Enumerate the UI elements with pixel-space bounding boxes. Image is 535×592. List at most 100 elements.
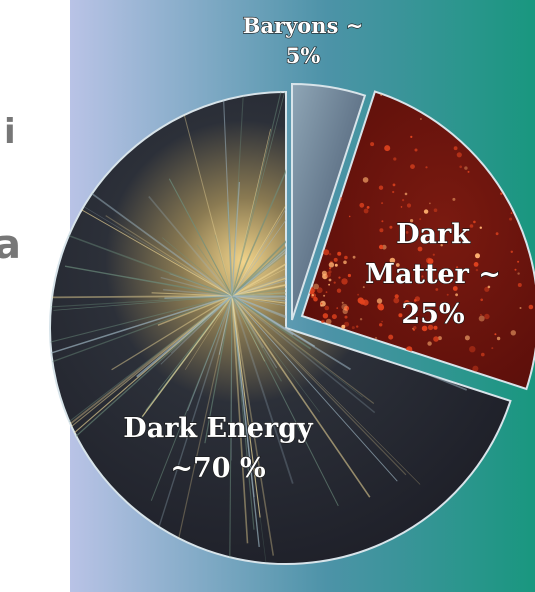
energy-ray: [185, 295, 233, 370]
matter-speckle: [389, 225, 393, 229]
matter-speckle: [395, 263, 400, 267]
energy-ray: [50, 166, 233, 297]
matter-speckle: [425, 166, 428, 169]
matter-speckle: [333, 257, 338, 262]
matter-speckle: [359, 318, 363, 321]
energy-ray: [90, 192, 233, 297]
matter-speckle: [348, 215, 351, 218]
energy-ray: [231, 295, 260, 547]
matter-speckle: [347, 273, 351, 278]
matter-speckle: [316, 287, 323, 294]
matter-speckle: [419, 118, 422, 120]
matter-speckle: [341, 301, 344, 304]
matter-speckle: [323, 294, 326, 297]
matter-speckle: [371, 264, 377, 270]
matter-speckle: [325, 291, 328, 293]
matter-speckle: [328, 283, 330, 286]
matter-speckle: [370, 142, 375, 147]
matter-speckle: [313, 283, 319, 290]
energy-ray: [50, 295, 233, 373]
energy-ray: [231, 295, 278, 369]
energy-ray: [231, 295, 398, 482]
energy-ray: [152, 92, 233, 297]
matter-speckle: [362, 177, 369, 183]
matter-speckle: [417, 246, 423, 252]
matter-speckle: [388, 334, 394, 340]
energy-ray: [231, 295, 375, 404]
matter-speckle: [344, 321, 350, 327]
matter-speckle: [452, 197, 456, 201]
matter-speckle: [376, 298, 383, 304]
slice-dark-matter: [300, 90, 535, 391]
matter-speckle: [357, 297, 364, 304]
energy-ray: [231, 92, 307, 297]
energy-ray: [53, 295, 233, 311]
energy-ray: [111, 295, 233, 371]
matter-speckle: [379, 323, 383, 327]
matter-speckle: [328, 278, 332, 282]
matter-speckle: [325, 318, 332, 325]
matter-speckle: [433, 208, 438, 212]
matter-speckle: [375, 337, 377, 339]
energy-ray: [231, 128, 271, 297]
energy-ray: [150, 295, 233, 501]
label-dark-energy-line: ~70 %: [170, 453, 265, 484]
matter-speckle: [517, 272, 520, 275]
matter-speckle: [321, 270, 327, 276]
energy-ray: [50, 295, 233, 367]
matter-speckle: [494, 333, 497, 336]
matter-speckle: [433, 325, 438, 330]
energy-ray: [204, 295, 233, 444]
matter-speckle: [336, 288, 342, 293]
matter-speckle: [398, 313, 403, 318]
matter-speckle: [341, 303, 348, 310]
energy-ray: [231, 92, 294, 297]
matter-speckle: [378, 185, 384, 190]
matter-speckle: [440, 244, 443, 247]
matter-speckle: [433, 336, 439, 342]
matter-speckle: [331, 314, 337, 320]
matter-speckle: [428, 228, 432, 232]
matter-speckle: [475, 268, 479, 272]
matter-speckle: [469, 346, 476, 353]
matter-speckle: [456, 266, 459, 269]
matter-speckle: [517, 283, 522, 287]
matter-speckle: [400, 206, 403, 208]
matter-speckle: [389, 257, 396, 264]
matter-speckle: [402, 199, 405, 202]
matter-speckle: [336, 307, 339, 309]
matter-speckle: [495, 232, 499, 236]
matter-speckle: [378, 244, 384, 250]
energy-ray: [214, 234, 233, 297]
energy-ray: [148, 195, 233, 297]
energy-ray: [231, 295, 294, 484]
energy-ray: [162, 237, 233, 297]
matter-speckle: [510, 330, 516, 336]
matter-speckle: [413, 299, 417, 302]
energy-ray: [168, 178, 233, 297]
matter-speckle: [427, 324, 434, 331]
energy-ray: [218, 295, 233, 355]
matter-speckle: [393, 297, 400, 304]
matter-speckle: [437, 336, 442, 341]
matter-speckle: [324, 305, 330, 311]
matter-speckle: [362, 299, 369, 306]
energy-ray: [231, 295, 320, 413]
side-fragment-a: a: [0, 222, 21, 268]
matter-speckle: [446, 293, 449, 296]
energy-ray: [231, 295, 249, 544]
matter-speckle: [480, 298, 484, 302]
matter-speckle: [384, 145, 391, 152]
matter-speckle: [323, 249, 330, 256]
matter-speckle: [414, 148, 418, 152]
matter-speckle: [481, 352, 485, 357]
matter-speckle: [322, 313, 329, 319]
matter-speckle: [510, 212, 513, 214]
slice-baryons: [291, 82, 367, 321]
energy-ray: [231, 295, 407, 476]
matter-speckle: [380, 94, 383, 96]
matter-speckle: [491, 347, 494, 350]
energy-ray: [223, 99, 233, 297]
matter-speckle: [362, 286, 365, 289]
matter-speckle: [356, 325, 359, 328]
